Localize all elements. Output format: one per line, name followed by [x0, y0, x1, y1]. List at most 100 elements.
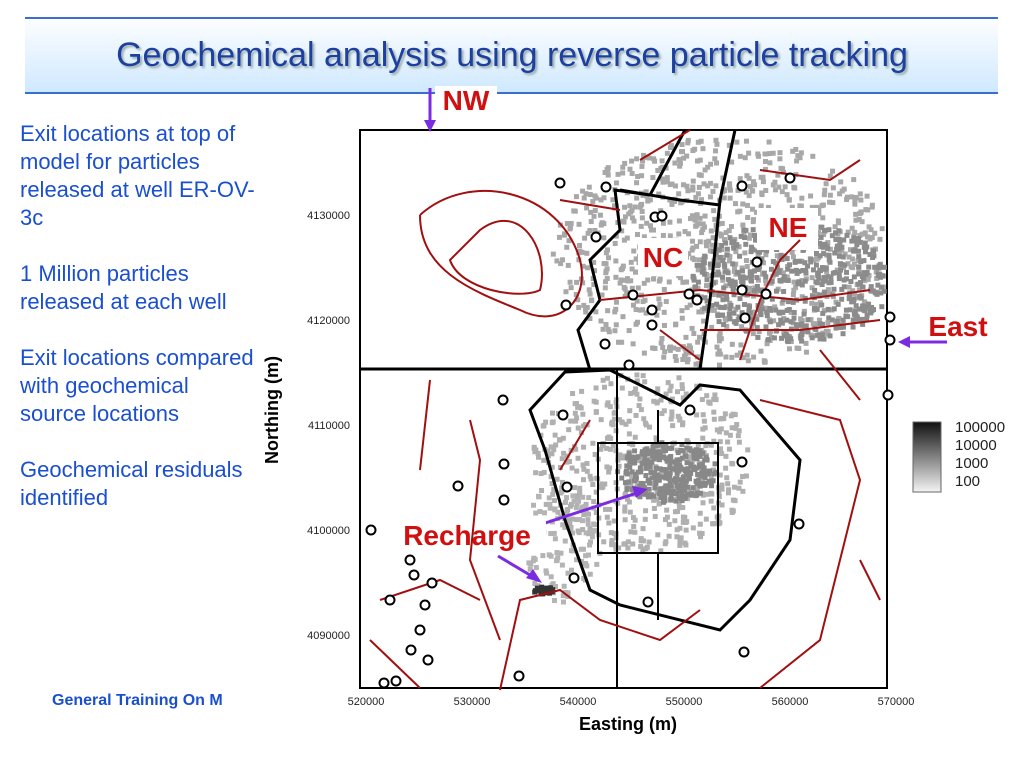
particle: [710, 188, 716, 194]
map: [359, 129, 888, 689]
particle: [651, 443, 657, 449]
particle: [702, 482, 708, 488]
particle: [641, 416, 647, 422]
particle: [766, 139, 772, 145]
particle: [550, 251, 556, 257]
particle: [678, 488, 684, 494]
particle: [559, 456, 565, 462]
particle: [680, 149, 686, 155]
particle: [725, 270, 731, 276]
particle: [721, 254, 727, 260]
particle: [668, 495, 674, 501]
particle: [715, 263, 721, 269]
particle: [713, 469, 719, 475]
particle: [868, 284, 874, 290]
particle: [844, 194, 850, 200]
particle: [835, 218, 841, 224]
particle: [613, 322, 619, 328]
particle: [846, 294, 852, 300]
particle: [852, 229, 858, 235]
particle: [750, 331, 756, 337]
map-label: NE: [769, 212, 808, 243]
particle: [707, 261, 713, 267]
particle: [606, 469, 612, 475]
particle: [641, 461, 647, 467]
particle: [700, 412, 706, 418]
particle: [654, 496, 660, 502]
particle: [697, 510, 703, 516]
particle: [724, 323, 730, 329]
particle: [661, 354, 667, 360]
particle: [803, 349, 809, 355]
particle: [679, 481, 685, 487]
particle: [799, 294, 805, 300]
particle: [624, 471, 630, 477]
boundary: [576, 129, 737, 371]
particle: [690, 485, 696, 491]
particle: [647, 223, 653, 229]
particle: [861, 275, 867, 281]
particle: [757, 249, 763, 255]
particle: [746, 175, 752, 181]
particle: [711, 307, 717, 313]
particle: [673, 183, 679, 189]
particle: [666, 490, 672, 496]
well: [623, 359, 635, 371]
particle: [863, 301, 869, 307]
bullet: Geochemical residuals identified: [20, 457, 243, 510]
particle: [704, 277, 710, 283]
particle: [713, 148, 719, 154]
legend-label: 10000: [955, 437, 997, 454]
particle: [703, 243, 709, 249]
particle: [809, 275, 815, 281]
particle: [662, 493, 668, 499]
particle: [588, 219, 594, 225]
particle: [750, 227, 756, 233]
particle: [857, 318, 863, 324]
particle: [643, 189, 649, 195]
particle: [736, 439, 742, 445]
particle: [643, 508, 649, 514]
particle: [708, 490, 714, 496]
particle: [738, 274, 744, 280]
particle: [585, 521, 591, 527]
particle: [679, 142, 685, 148]
particle: [756, 266, 762, 272]
particle: [548, 574, 554, 580]
particle: [861, 258, 867, 264]
particle: [533, 510, 539, 516]
particle: [656, 278, 662, 284]
particle: [749, 244, 755, 250]
particle: [627, 509, 633, 515]
well: [882, 389, 894, 401]
particle: [877, 236, 883, 242]
particle: [738, 342, 744, 348]
particle: [881, 264, 887, 270]
particle: [702, 457, 708, 463]
particle: [644, 220, 650, 226]
particle: [845, 314, 851, 320]
particle: [667, 388, 673, 394]
particle: [816, 317, 822, 323]
particle: [654, 443, 660, 449]
particle: [669, 413, 675, 419]
particle: [694, 492, 700, 498]
particle: [661, 448, 667, 454]
particle: [554, 550, 560, 556]
particle: [703, 283, 709, 289]
road: [369, 399, 881, 689]
particle: [660, 176, 666, 182]
particle: [743, 258, 749, 264]
particle: [819, 302, 825, 308]
particle: [723, 240, 729, 246]
particle: [777, 150, 783, 156]
particle: [811, 257, 817, 263]
particle: [739, 310, 745, 316]
particle: [760, 260, 766, 266]
particle: [548, 531, 554, 537]
well: [568, 572, 580, 584]
particle: [674, 527, 680, 533]
particle: [637, 494, 643, 500]
particle: [725, 481, 731, 487]
